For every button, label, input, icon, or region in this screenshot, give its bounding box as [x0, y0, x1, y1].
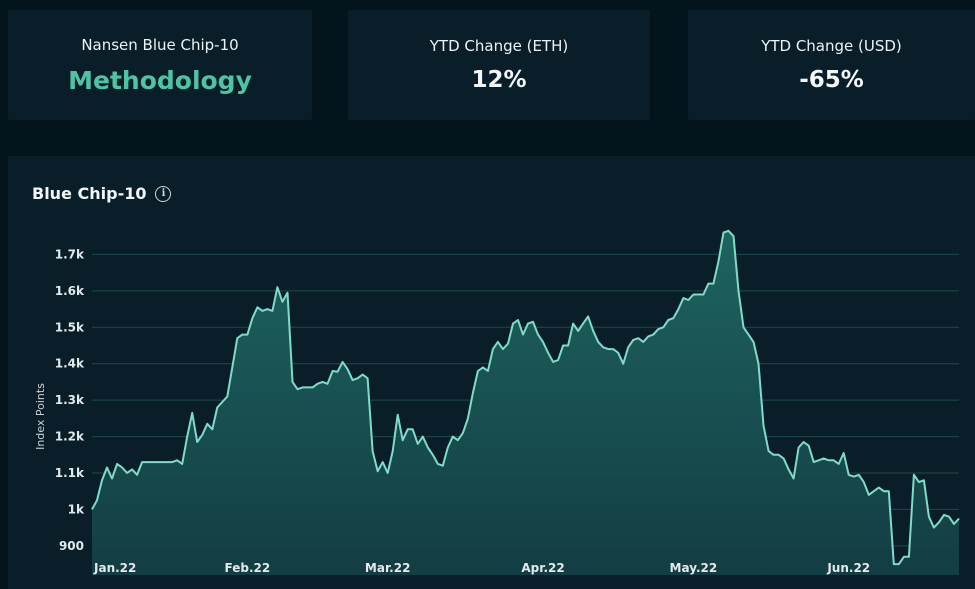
x-tick-label: Feb.22 — [225, 561, 271, 575]
y-tick-label: 1.4k — [55, 357, 85, 371]
y-axis-title: Index Points — [34, 383, 47, 450]
y-axis-ticks: 900 1k 1.1k 1.2k 1.3k 1.4k 1.5k 1.6k 1.7k — [55, 247, 85, 552]
x-tick-label: Apr.22 — [521, 561, 564, 575]
y-tick-label: 1.3k — [55, 393, 85, 407]
ytd-eth-value: 12% — [471, 67, 527, 93]
info-icon[interactable]: i — [155, 185, 172, 202]
stat-label: Nansen Blue Chip-10 — [81, 35, 239, 54]
x-axis-ticks: Jan.22 Feb.22 Mar.22 Apr.22 May.22 Jun.22 — [93, 561, 870, 575]
chart-title-row: Blue Chip-10 i — [32, 184, 172, 203]
stat-label: YTD Change (ETH) — [429, 37, 569, 55]
area-fill — [92, 230, 959, 576]
stat-card-ytd-usd: YTD Change (USD) -65% — [688, 10, 975, 120]
x-tick-label: Mar.22 — [365, 561, 411, 575]
y-tick-label: 900 — [59, 539, 84, 553]
chart-title: Blue Chip-10 — [32, 184, 147, 203]
series-line — [91, 229, 960, 566]
chart-area: 900 1k 1.1k 1.2k 1.3k 1.4k 1.5k 1.6k 1.7k Jan.22… — [34, 229, 960, 576]
ytd-usd-value: -65% — [799, 67, 864, 93]
y-tick-label: 1k — [68, 502, 85, 516]
stat-label: YTD Change (USD) — [761, 37, 902, 55]
y-tick-label: 1.2k — [55, 430, 85, 444]
stat-card-index-name: Nansen Blue Chip-10 Methodology — [8, 10, 312, 120]
x-tick-label: May.22 — [670, 561, 718, 575]
y-tick-label: 1.6k — [55, 284, 85, 298]
x-tick-label: Jan.22 — [93, 561, 136, 575]
x-tick-label: Jun.22 — [826, 561, 870, 575]
chart-panel: Blue Chip-10 i 900 1k 1.1k 1.2k 1.3k 1.4k 1.5k… — [8, 156, 975, 589]
methodology-link[interactable]: Methodology — [68, 65, 252, 95]
y-tick-label: 1.5k — [55, 320, 85, 334]
stat-card-ytd-eth: YTD Change (ETH) 12% — [348, 10, 650, 120]
y-tick-label: 1.1k — [55, 466, 85, 480]
y-tick-label: 1.7k — [55, 247, 85, 261]
